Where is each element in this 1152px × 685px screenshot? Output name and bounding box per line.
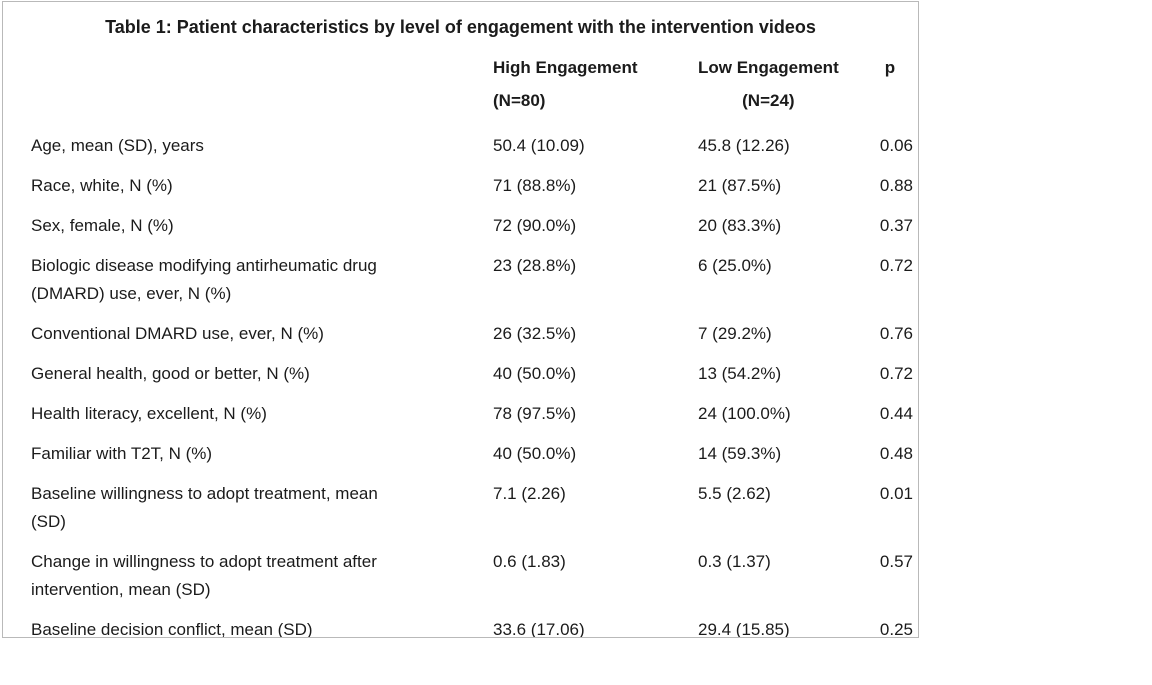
table-row: Baseline decision conflict, mean (SD) 33… bbox=[3, 610, 917, 638]
table-row: Age, mean (SD), years 50.4 (10.09) 45.8 … bbox=[3, 126, 917, 166]
table-title: Table 1: Patient characteristics by leve… bbox=[105, 17, 816, 37]
row-label: Sex, female, N (%) bbox=[31, 216, 174, 235]
header-row: High Engagement (N=80) Low Engagement (N… bbox=[3, 41, 917, 126]
cell-low-engagement: 6 (25.0%) bbox=[698, 256, 772, 275]
cell-low-engagement: 13 (54.2%) bbox=[698, 364, 782, 383]
col-header-low-engagement: Low Engagement (N=24) bbox=[698, 41, 863, 126]
cell-high-engagement: 7.1 (2.26) bbox=[493, 484, 566, 503]
cell-p-value: 0.25 bbox=[879, 620, 913, 638]
table-row: Conventional DMARD use, ever, N (%) 26 (… bbox=[3, 314, 917, 354]
cell-p-value: 0.72 bbox=[879, 364, 913, 383]
cell-low-engagement: 29.4 (15.85) bbox=[698, 620, 790, 638]
table-row: General health, good or better, N (%) 40… bbox=[3, 354, 917, 394]
cell-low-engagement: 7 (29.2%) bbox=[698, 324, 772, 343]
table-row: Race, white, N (%) 71 (88.8%) 21 (87.5%)… bbox=[3, 166, 917, 206]
cell-p-value: 0.01 bbox=[879, 484, 913, 503]
row-label: Baseline willingness to adopt treatment,… bbox=[31, 484, 378, 531]
row-label-header bbox=[3, 41, 493, 126]
cell-high-engagement: 50.4 (10.09) bbox=[493, 136, 585, 155]
cell-low-engagement: 24 (100.0%) bbox=[698, 404, 791, 423]
cell-low-engagement: 5.5 (2.62) bbox=[698, 484, 771, 503]
table-row: Biologic disease modifying antirheumatic… bbox=[3, 246, 917, 314]
col-header-p-value: p bbox=[884, 58, 896, 77]
cell-p-value: 0.37 bbox=[879, 216, 913, 235]
cell-high-engagement: 33.6 (17.06) bbox=[493, 620, 585, 638]
col-header-high-engagement: High Engagement (N=80) bbox=[493, 41, 698, 126]
table-row: Change in willingness to adopt treatment… bbox=[3, 542, 917, 610]
row-label: Biologic disease modifying antirheumatic… bbox=[31, 256, 377, 303]
cell-low-engagement: 0.3 (1.37) bbox=[698, 552, 771, 571]
row-label: Change in willingness to adopt treatment… bbox=[31, 552, 377, 599]
cell-high-engagement: 40 (50.0%) bbox=[493, 364, 577, 383]
cell-low-engagement: 20 (83.3%) bbox=[698, 216, 782, 235]
cell-p-value: 0.57 bbox=[879, 552, 913, 571]
cell-p-value: 0.06 bbox=[879, 136, 913, 155]
table-row: Health literacy, excellent, N (%) 78 (97… bbox=[3, 394, 917, 434]
high-engagement-header-text: High Engagement (N=80) bbox=[493, 58, 638, 110]
data-table: High Engagement (N=80) Low Engagement (N… bbox=[3, 41, 917, 638]
low-engagement-header-text: Low Engagement (N=24) bbox=[698, 58, 839, 110]
cell-p-value: 0.76 bbox=[879, 324, 913, 343]
cell-high-engagement: 78 (97.5%) bbox=[493, 404, 577, 423]
cell-high-engagement: 0.6 (1.83) bbox=[493, 552, 566, 571]
cell-high-engagement: 72 (90.0%) bbox=[493, 216, 577, 235]
cell-p-value: 0.88 bbox=[879, 176, 913, 195]
row-label: Baseline decision conflict, mean (SD) bbox=[31, 620, 313, 638]
row-label: General health, good or better, N (%) bbox=[31, 364, 310, 383]
row-label: Age, mean (SD), years bbox=[31, 136, 204, 155]
cell-low-engagement: 14 (59.3%) bbox=[698, 444, 782, 463]
row-label: Familiar with T2T, N (%) bbox=[31, 444, 213, 463]
patient-characteristics-table: Table 1: Patient characteristics by leve… bbox=[2, 1, 919, 638]
cell-high-engagement: 40 (50.0%) bbox=[493, 444, 577, 463]
cell-high-engagement: 23 (28.8%) bbox=[493, 256, 577, 275]
cell-high-engagement: 71 (88.8%) bbox=[493, 176, 577, 195]
cell-low-engagement: 21 (87.5%) bbox=[698, 176, 782, 195]
cell-low-engagement: 45.8 (12.26) bbox=[698, 136, 790, 155]
row-label: Health literacy, excellent, N (%) bbox=[31, 404, 267, 423]
cell-p-value: 0.48 bbox=[879, 444, 913, 463]
cell-p-value: 0.72 bbox=[879, 256, 913, 275]
cell-high-engagement: 26 (32.5%) bbox=[493, 324, 577, 343]
table-body: Age, mean (SD), years 50.4 (10.09) 45.8 … bbox=[3, 126, 917, 638]
row-label: Race, white, N (%) bbox=[31, 176, 173, 195]
row-label: Conventional DMARD use, ever, N (%) bbox=[31, 324, 324, 343]
table-row: Baseline willingness to adopt treatment,… bbox=[3, 474, 917, 542]
table-row: Sex, female, N (%) 72 (90.0%) 20 (83.3%)… bbox=[3, 206, 917, 246]
cell-p-value: 0.44 bbox=[879, 404, 913, 423]
table-row: Familiar with T2T, N (%) 40 (50.0%) 14 (… bbox=[3, 434, 917, 474]
